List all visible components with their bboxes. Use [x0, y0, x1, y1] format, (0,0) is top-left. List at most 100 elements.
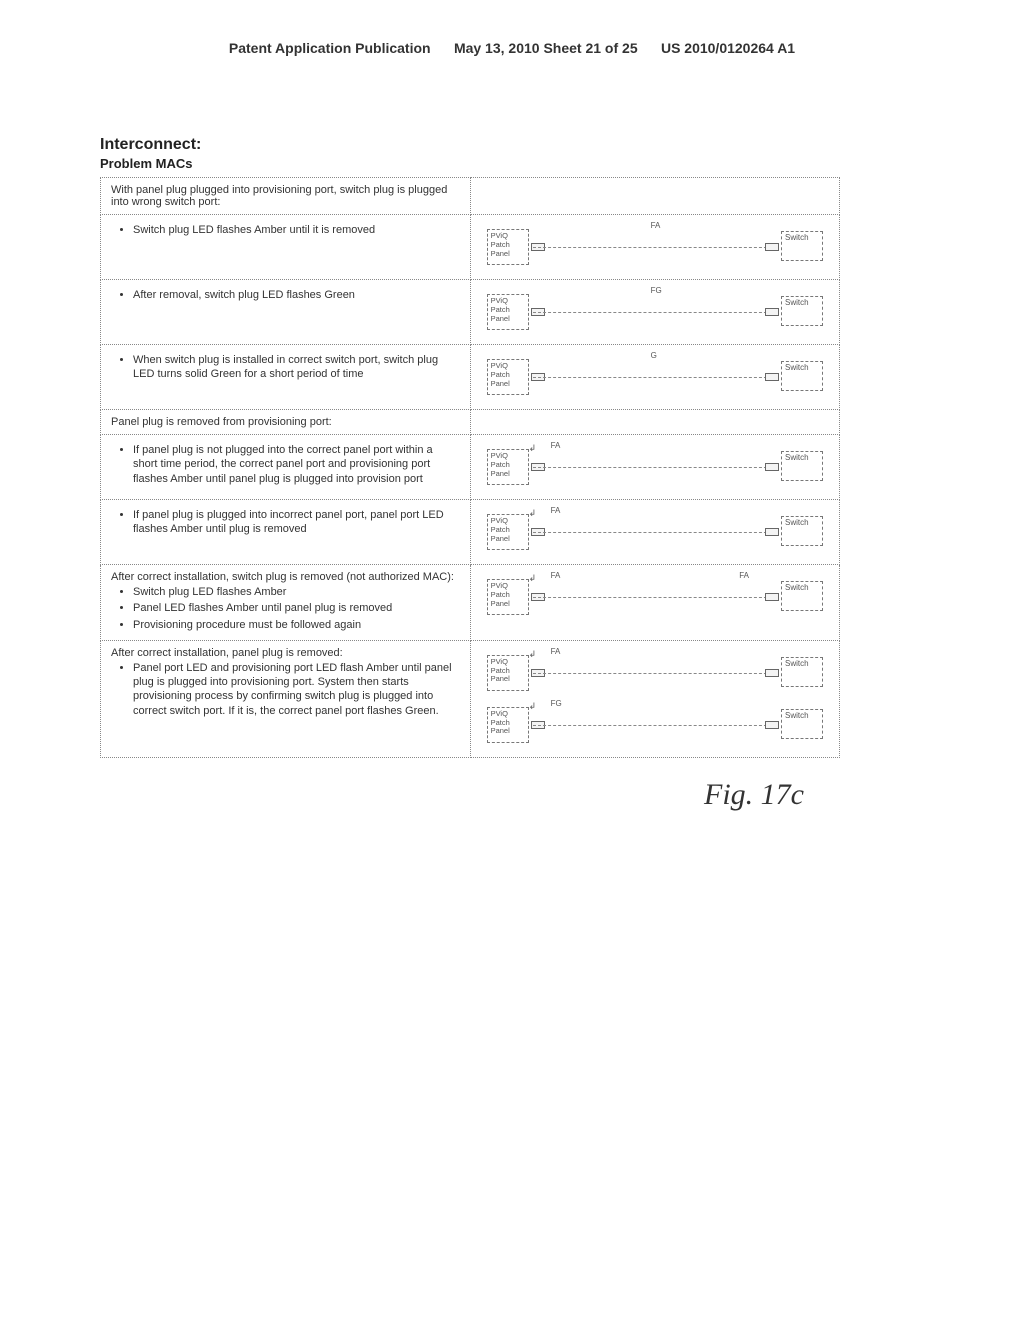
diagram-cell: FA ↲ PViQPatchPanel Switch: [470, 435, 839, 500]
pub-mid: May 13, 2010 Sheet 21 of 25: [454, 40, 638, 56]
led-indicator: G: [651, 351, 657, 360]
bullet-list: Panel port LED and provisioning port LED…: [111, 661, 460, 718]
arrow-icon: ↲: [529, 701, 537, 712]
bullet-list: When switch plug is installed in correct…: [111, 353, 460, 382]
cable-line: [533, 673, 777, 675]
diagram-cell: FA FA ↲ PViQPatchPanel Switch: [470, 565, 839, 641]
switch-box: Switch: [781, 581, 823, 611]
cable-line: [533, 247, 777, 249]
description-cell: Switch plug LED flashes Amber until it i…: [101, 215, 471, 280]
patch-panel-box: PViQPatchPanel: [487, 359, 529, 395]
bullet-item: Switch plug LED flashes Amber: [133, 585, 460, 599]
publication-line: Patent Application Publication May 13, 2…: [60, 40, 964, 56]
diagram-cell: FA PViQPatchPanel Switch: [470, 215, 839, 280]
diagram-cell-empty: [470, 178, 839, 215]
diagram-cell: FA ↲ PViQPatchPanel Switch: [470, 500, 839, 565]
plug-icon: [765, 243, 779, 251]
led-indicator: FA: [739, 571, 749, 580]
arrow-icon: ↲: [529, 443, 537, 454]
diagram-cell: FG PViQPatchPanel Switch: [470, 280, 839, 345]
bullet-item: Panel LED flashes Amber until panel plug…: [133, 601, 460, 615]
patch-panel-box: PViQPatchPanel: [487, 449, 529, 485]
plug-icon: [765, 463, 779, 471]
bullet-item: Panel port LED and provisioning port LED…: [133, 661, 460, 718]
cable-line: [533, 532, 777, 534]
bullet-item: When switch plug is installed in correct…: [133, 353, 460, 382]
patch-panel-box: PViQPatchPanel: [487, 229, 529, 265]
connection-diagram: FG ↲ PViQPatchPanel Switch: [481, 699, 829, 751]
arrow-icon: ↲: [529, 508, 537, 519]
patch-panel-box: PViQPatchPanel: [487, 514, 529, 550]
pub-left: Patent Application Publication: [229, 40, 431, 56]
bullet-list: If panel plug is not plugged into the co…: [111, 443, 460, 486]
patch-panel-box: PViQPatchPanel: [487, 579, 529, 615]
diagram-cell: G PViQPatchPanel Switch: [470, 345, 839, 410]
cable-line: [533, 467, 777, 469]
cable-line: [533, 312, 777, 314]
title: Interconnect:: [100, 136, 964, 154]
bullet-item: If panel plug is plugged into incorrect …: [133, 508, 460, 537]
bullet-item: Switch plug LED flashes Amber until it i…: [133, 223, 460, 237]
figure-label: Fig. 17c: [60, 778, 804, 812]
switch-box: Switch: [781, 451, 823, 481]
row-intro-text: After correct installation, panel plug i…: [111, 647, 460, 659]
cable-line: [533, 377, 777, 379]
plug-icon: [765, 373, 779, 381]
connection-diagram: FG PViQPatchPanel Switch: [481, 286, 829, 338]
diagram-cell: FA ↲ PViQPatchPanel Switch FG ↲ PViQPatchP…: [470, 640, 839, 757]
description-cell: After removal, switch plug LED flashes G…: [101, 280, 471, 345]
led-indicator: FA: [551, 571, 561, 580]
plug-icon: [765, 669, 779, 677]
title-block: Interconnect: Problem MACs: [60, 136, 964, 171]
switch-box: Switch: [781, 296, 823, 326]
plug-icon: [765, 721, 779, 729]
plug-icon: [765, 308, 779, 316]
description-cell: After correct installation, panel plug i…: [101, 640, 471, 757]
led-indicator: FA: [551, 506, 561, 515]
bullet-item: If panel plug is not plugged into the co…: [133, 443, 460, 486]
subtitle: Problem MACs: [100, 156, 964, 171]
switch-box: Switch: [781, 657, 823, 687]
bullet-item: After removal, switch plug LED flashes G…: [133, 288, 460, 302]
section-heading: With panel plug plugged into provisionin…: [101, 178, 471, 215]
connection-diagram: FA FA ↲ PViQPatchPanel Switch: [481, 571, 829, 623]
connection-diagram: G PViQPatchPanel Switch: [481, 351, 829, 403]
cable-line: [533, 597, 777, 599]
led-indicator: FA: [551, 647, 561, 656]
description-cell: If panel plug is plugged into incorrect …: [101, 500, 471, 565]
cable-line: [533, 725, 777, 727]
bullet-item: Provisioning procedure must be followed …: [133, 618, 460, 632]
connection-diagram: FA ↲ PViQPatchPanel Switch: [481, 647, 829, 699]
connection-diagram: FA ↲ PViQPatchPanel Switch: [481, 441, 829, 493]
problem-macs-table: With panel plug plugged into provisionin…: [100, 177, 840, 758]
patch-panel-box: PViQPatchPanel: [487, 655, 529, 691]
switch-box: Switch: [781, 361, 823, 391]
row-intro-text: After correct installation, switch plug …: [111, 571, 460, 583]
page-header: Patent Application Publication May 13, 2…: [60, 40, 964, 56]
description-cell: If panel plug is not plugged into the co…: [101, 435, 471, 500]
bullet-list: Switch plug LED flashes Amber Panel LED f…: [111, 585, 460, 632]
plug-icon: [765, 593, 779, 601]
led-indicator: FA: [651, 221, 661, 230]
diagram-cell-empty: [470, 410, 839, 435]
arrow-icon: ↲: [529, 649, 537, 660]
arrow-icon: ↲: [529, 573, 537, 584]
bullet-list: If panel plug is plugged into incorrect …: [111, 508, 460, 537]
switch-box: Switch: [781, 231, 823, 261]
led-indicator: FG: [651, 286, 662, 295]
connection-diagram: FA PViQPatchPanel Switch: [481, 221, 829, 273]
bullet-list: Switch plug LED flashes Amber until it i…: [111, 223, 460, 237]
switch-box: Switch: [781, 516, 823, 546]
led-indicator: FG: [551, 699, 562, 708]
plug-icon: [765, 528, 779, 536]
bullet-list: After removal, switch plug LED flashes G…: [111, 288, 460, 302]
patch-panel-box: PViQPatchPanel: [487, 294, 529, 330]
description-cell: After correct installation, switch plug …: [101, 565, 471, 641]
connection-diagram: FA ↲ PViQPatchPanel Switch: [481, 506, 829, 558]
led-indicator: FA: [551, 441, 561, 450]
switch-box: Switch: [781, 709, 823, 739]
description-cell: When switch plug is installed in correct…: [101, 345, 471, 410]
patch-panel-box: PViQPatchPanel: [487, 707, 529, 743]
section-heading: Panel plug is removed from provisioning …: [101, 410, 471, 435]
pub-right: US 2010/0120264 A1: [661, 40, 795, 56]
